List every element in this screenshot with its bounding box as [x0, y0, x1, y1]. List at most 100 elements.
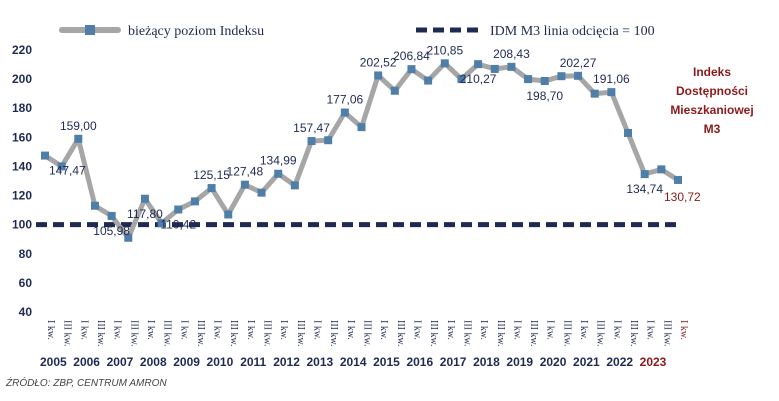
quarter-tick-label: I kw. — [611, 320, 622, 340]
quarter-tick-label: III kw. — [295, 320, 306, 347]
index-point — [390, 86, 399, 95]
year-label: 2021 — [573, 355, 600, 369]
quarter-tick-label: III kw. — [228, 320, 239, 347]
y-tick-label: 40 — [19, 305, 33, 319]
year-label: 2019 — [506, 355, 533, 369]
year-label: 2014 — [340, 355, 367, 369]
year-label: 2007 — [107, 355, 134, 369]
index-point — [340, 108, 349, 117]
quarter-tick-label: I kw. — [578, 320, 589, 340]
quarter-tick-label: I kw. — [478, 320, 489, 340]
legend-cutoff-label: IDM M3 linia odcięcia = 100 — [490, 24, 655, 39]
data-label: 117,80 — [127, 207, 163, 221]
y-tick-label: 160 — [12, 130, 32, 144]
year-label: 2017 — [440, 355, 467, 369]
index-point — [440, 59, 449, 68]
quarter-tick-label: III kw. — [162, 320, 173, 347]
index-point — [257, 188, 266, 197]
quarter-tick-label: I kw. — [245, 320, 256, 340]
data-label: 105,98 — [93, 224, 130, 238]
index-point — [540, 77, 549, 86]
quarter-tick-label: I kw. — [511, 320, 522, 340]
year-label: 2013 — [307, 355, 334, 369]
quarter-tick-label: III kw. — [528, 320, 539, 347]
quarter-tick-label: I kw. — [112, 320, 123, 340]
data-label: 191,06 — [593, 72, 630, 86]
index-point — [624, 128, 633, 137]
quarter-tick-label: III kw. — [262, 320, 273, 347]
quarter-tick-label: I kw. — [78, 320, 89, 340]
quarter-tick-label: III kw. — [95, 320, 106, 347]
data-label: 147,47 — [49, 164, 86, 178]
index-point — [590, 89, 599, 98]
side-label-line: Indeks — [693, 65, 731, 79]
year-label: 2020 — [540, 355, 567, 369]
index-point — [324, 136, 333, 145]
year-label: 2010 — [207, 355, 234, 369]
quarter-tick-label: III kw. — [628, 320, 639, 347]
year-label: 2016 — [406, 355, 433, 369]
quarter-tick-label: III kw. — [495, 320, 506, 347]
year-label: 2018 — [473, 355, 500, 369]
data-label: 130,72 — [664, 190, 701, 204]
quarter-tick-label: I kw. — [278, 320, 289, 340]
index-point — [290, 181, 299, 190]
index-point — [157, 219, 166, 228]
index-point — [224, 210, 233, 219]
series-group — [41, 59, 682, 242]
quarter-tick-label: III kw. — [328, 320, 339, 347]
index-point — [357, 123, 366, 132]
index-point — [490, 64, 499, 73]
index-point — [607, 88, 616, 97]
index-point — [90, 201, 99, 210]
index-point — [240, 180, 249, 189]
quarter-tick-label: I kw. — [345, 320, 356, 340]
index-point — [574, 71, 583, 80]
year-label: 2022 — [606, 355, 633, 369]
y-tick-label: 200 — [12, 72, 32, 86]
index-point — [174, 205, 183, 214]
data-label: 134,99 — [260, 154, 297, 168]
legend: bieżący poziom Indeksu IDM M3 linia odci… — [59, 24, 655, 39]
data-label: 202,27 — [560, 56, 597, 70]
data-label: 198,70 — [526, 89, 563, 103]
quarter-tick-label: III kw. — [195, 320, 206, 347]
data-label: 177,06 — [326, 93, 363, 107]
quarter-tick-label: I kw. — [178, 320, 189, 340]
quarter-tick-label: I kw. — [378, 320, 389, 340]
quarter-tick-label: III kw. — [62, 320, 73, 347]
quarter-tick-label: III kw. — [561, 320, 572, 347]
y-tick-label: 80 — [19, 247, 33, 261]
legend-index-marker — [85, 25, 95, 35]
index-point — [57, 162, 66, 171]
index-point — [474, 60, 483, 69]
y-tick-label: 120 — [12, 189, 32, 203]
index-point — [124, 233, 133, 242]
quarter-tick-label: III kw. — [362, 320, 373, 347]
y-tick-label: 100 — [12, 218, 32, 232]
index-point — [674, 175, 682, 184]
quarter-tick-label: I kw. — [678, 320, 689, 340]
quarter-tick-label: III kw. — [395, 320, 406, 347]
index-point — [657, 165, 666, 174]
index-point — [424, 76, 433, 85]
quarter-tick-label: I kw. — [411, 320, 422, 340]
index-point — [41, 151, 49, 160]
quarter-tick-label: III kw. — [128, 320, 139, 347]
year-label: 2008 — [140, 355, 167, 369]
index-point — [207, 184, 216, 193]
index-point — [274, 169, 283, 178]
year-label: 2009 — [173, 355, 200, 369]
source-note: ŹRÓDŁO: ZBP, CENTRUM AMRON — [6, 378, 167, 389]
index-point — [557, 72, 566, 81]
data-label: 202,52 — [360, 55, 397, 69]
quarter-tick-label: I kw. — [445, 320, 456, 340]
y-tick-label: 60 — [19, 276, 33, 290]
index-point — [507, 62, 516, 71]
year-label: 2011 — [240, 355, 266, 369]
year-label: 2006 — [73, 355, 100, 369]
year-label: 2015 — [373, 355, 400, 369]
index-point — [140, 194, 149, 203]
